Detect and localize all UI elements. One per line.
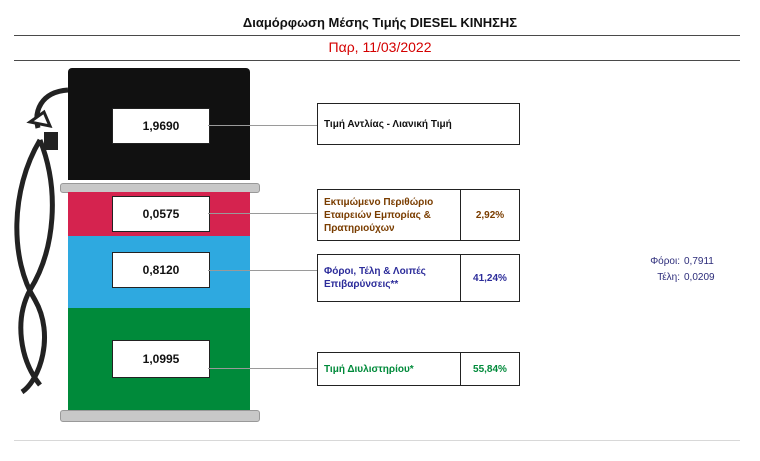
date-rule	[14, 60, 740, 61]
refinery-label-text: Τιμή Διυλιστηρίου*	[324, 363, 414, 375]
title-rule	[14, 35, 740, 36]
taxes-breakdown-value: 0,7911	[684, 256, 714, 267]
margin-leader-line	[208, 213, 318, 214]
taxes-breakdown-label: Φόροι:	[650, 256, 680, 267]
taxes-percentage: 41,24%	[460, 255, 519, 301]
retail-price-label: Τιμή Αντλίας - Λιανική Τιμή	[317, 103, 520, 145]
taxes-label: Φόροι, Τέλη & Λοιπές Επιβαρύνσεις** 41,2…	[317, 254, 520, 302]
refinery-leader-line	[208, 368, 318, 369]
footer-rule	[14, 440, 740, 441]
retail-price-value: 1,9690	[112, 108, 210, 144]
pump-base	[60, 410, 260, 422]
hose-illustration	[14, 87, 69, 395]
taxes-label-text: Φόροι, Τέλη & Λοιπές Επιβαρύνσεις**	[324, 266, 426, 290]
chart-title: Διαμόρφωση Μέσης Τιμής DIESEL ΚΙΝΗΣΗΣ	[242, 15, 518, 30]
taxes-leader-line	[208, 270, 318, 271]
margin-label: Εκτιμώμενο Περιθώριο Εταιρειών Εμπορίας …	[317, 189, 520, 241]
refinery-value: 1,0995	[112, 340, 210, 378]
margin-label-text: Εκτιμώμενο Περιθώριο Εταιρειών Εμπορίας …	[324, 196, 434, 234]
taxes-value: 0,8120	[112, 252, 210, 288]
refinery-percentage: 55,84%	[460, 353, 519, 385]
retail-price-label-text: Τιμή Αντλίας - Λιανική Τιμή	[324, 118, 452, 130]
refinery-label: Τιμή Διυλιστηρίου* 55,84%	[317, 352, 520, 386]
retail-leader-line	[208, 125, 318, 126]
margin-percentage: 2,92%	[460, 190, 519, 240]
chart-date: Παρ, 11/03/2022	[328, 39, 432, 55]
fees-breakdown-value: 0,0209	[684, 272, 715, 283]
margin-value: 0,0575	[112, 196, 210, 232]
fees-breakdown-label: Τέλη:	[657, 272, 680, 283]
